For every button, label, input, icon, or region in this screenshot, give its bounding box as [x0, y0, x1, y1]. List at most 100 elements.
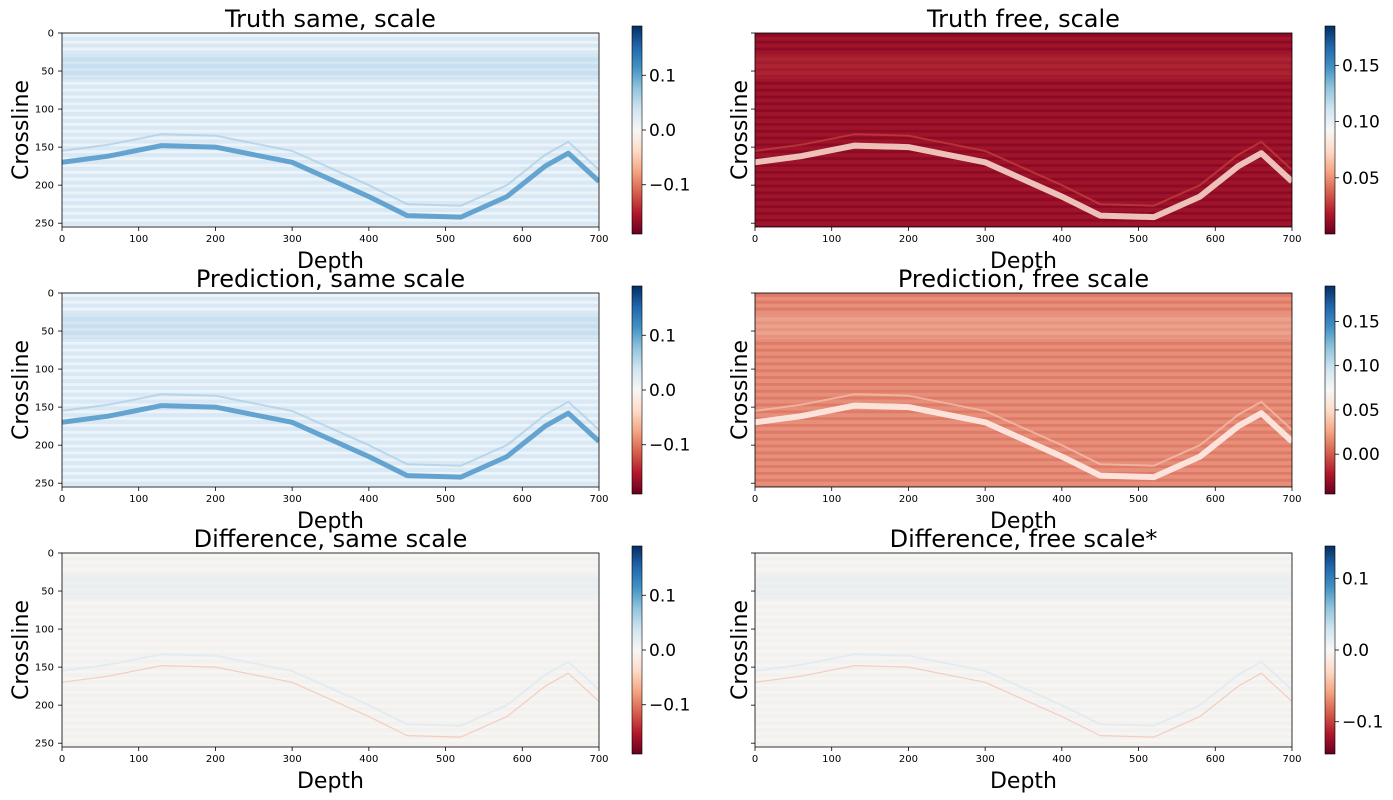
- heatmap-stratum: [62, 714, 599, 719]
- x-tick-label: 100: [129, 754, 148, 765]
- heatmap-stratum: [755, 611, 1292, 616]
- y-tick-label: 250: [35, 739, 54, 750]
- heatmap-stratum: [755, 673, 1292, 678]
- heatmap-stratum: [755, 638, 1292, 643]
- heatmap-stratum: [62, 173, 599, 178]
- colorbar: [631, 545, 643, 755]
- heatmap-stratum: [62, 632, 599, 637]
- heatmap-reflector: [62, 403, 599, 480]
- x-tick-label: 500: [436, 754, 455, 765]
- colorbar-tick-label: 0.1: [649, 586, 676, 606]
- heatmap-stratum: [755, 467, 1292, 472]
- heatmap-stratum: [62, 440, 599, 445]
- x-tick-label: 300: [283, 234, 302, 245]
- x-tick-label: 0: [59, 234, 65, 245]
- x-tick-label: 200: [206, 754, 225, 765]
- heatmap-stratum: [62, 467, 599, 472]
- colorbar-tick-label: −0.1: [649, 436, 690, 456]
- heatmap-stratum: [755, 112, 1292, 117]
- heatmap-stratum: [62, 625, 599, 630]
- heatmap-stratum: [755, 454, 1292, 459]
- heatmap-stratum: [62, 673, 599, 678]
- colorbar: [1324, 25, 1336, 235]
- heatmap-stratum: [62, 365, 599, 370]
- heatmap-reflector: [755, 665, 1292, 738]
- heatmap-stratum: [755, 146, 1292, 151]
- heatmap-reflector-secondary: [62, 133, 599, 207]
- y-tick-label: 50: [41, 67, 54, 78]
- heatmap-stratum: [62, 105, 599, 110]
- x-tick-label: 400: [1052, 494, 1071, 505]
- heatmap-stratum: [755, 714, 1292, 719]
- heatmap-stratum: [755, 591, 1292, 596]
- heatmap-stratum: [62, 618, 599, 623]
- colorbar-tick-label: −0.1: [1342, 713, 1383, 733]
- colorbar-tick-label: 0.10: [1342, 113, 1380, 133]
- heatmap-stratum: [62, 324, 599, 329]
- y-tick-label: 100: [35, 105, 54, 116]
- heatmap-stratum: [755, 378, 1292, 383]
- x-tick-label: 600: [513, 494, 532, 505]
- heatmap-stratum: [755, 734, 1292, 739]
- heatmap-stratum: [62, 187, 599, 192]
- heatmap-stratum: [62, 36, 599, 41]
- heatmap-stratum: [755, 645, 1292, 650]
- heatmap-stratum: [62, 570, 599, 575]
- heatmap-band: [755, 574, 1292, 599]
- colorbar-tick-label: 0.0: [649, 381, 676, 401]
- heatmap-stratum: [755, 214, 1292, 219]
- heatmap-stratum: [62, 474, 599, 479]
- x-tick-label: 400: [359, 234, 378, 245]
- x-tick-label: 600: [1206, 234, 1225, 245]
- heatmap-stratum: [755, 296, 1292, 301]
- heatmap-image: [755, 293, 1292, 487]
- y-tick-label: 50: [41, 587, 54, 598]
- heatmap-stratum: [755, 399, 1292, 404]
- plot-frame: [61, 32, 600, 228]
- y-tick-label: 250: [35, 219, 54, 230]
- heatmap-stratum: [62, 91, 599, 96]
- heatmap-stratum: [755, 385, 1292, 390]
- heatmap-stratum: [62, 680, 599, 685]
- heatmap-stratum: [755, 77, 1292, 82]
- heatmap-stratum: [755, 36, 1292, 41]
- x-tick-label: 700: [1282, 754, 1301, 765]
- colorbar: [1324, 545, 1336, 755]
- x-tick-label: 200: [899, 234, 918, 245]
- chart-title: Prediction, free scale: [898, 265, 1149, 293]
- heatmap-reflector-secondary: [62, 653, 599, 727]
- heatmap-stratum: [755, 577, 1292, 582]
- y-axis-label: Crossline: [728, 340, 753, 440]
- colorbar: [631, 25, 643, 235]
- heatmap-stratum: [755, 406, 1292, 411]
- heatmap-stratum: [62, 721, 599, 726]
- y-tick-label: 200: [35, 181, 54, 192]
- heatmap-stratum: [62, 700, 599, 705]
- x-tick-label: 400: [1052, 754, 1071, 765]
- y-axis-label: Crossline: [9, 600, 34, 700]
- heatmap-stratum: [755, 153, 1292, 158]
- heatmap-stratum: [755, 303, 1292, 308]
- panel-5: 0 100 200 300 400 500 600 700 0 50 100 150 200 250 Dif…: [9, 525, 690, 794]
- x-tick-label: 200: [899, 754, 918, 765]
- x-tick-label: 0: [59, 754, 65, 765]
- heatmap-stratum: [62, 611, 599, 616]
- heatmap-stratum: [755, 317, 1292, 322]
- heatmap-stratum: [755, 433, 1292, 438]
- heatmap-stratum: [62, 77, 599, 82]
- x-tick-label: 400: [1052, 234, 1071, 245]
- colorbar-tick-label: 0.1: [649, 326, 676, 346]
- colorbar-tick-label: 0.15: [1342, 56, 1380, 76]
- x-tick-label: 600: [1206, 494, 1225, 505]
- heatmap-stratum: [62, 378, 599, 383]
- heatmap-stratum: [62, 310, 599, 315]
- panel-3: 0 100 200 300 400 500 600 700 0 50 100 150 200 250 Pre…: [9, 265, 690, 534]
- y-tick-label: 0: [48, 289, 54, 300]
- heatmap-image: [62, 33, 599, 227]
- x-tick-label: 100: [129, 494, 148, 505]
- heatmap-stratum: [755, 91, 1292, 96]
- heatmap-stratum: [755, 331, 1292, 336]
- heatmap-stratum: [62, 139, 599, 144]
- heatmap-stratum: [62, 201, 599, 206]
- heatmap-reflector: [755, 402, 1292, 481]
